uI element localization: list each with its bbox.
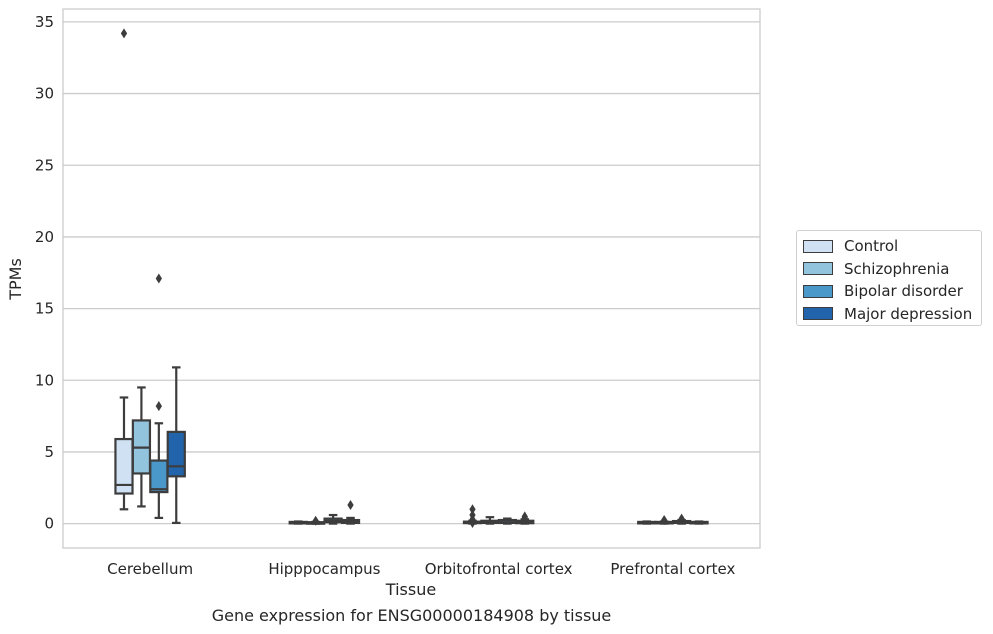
- legend-swatch-control: [803, 239, 833, 253]
- legend-swatch-major-depression: [803, 307, 833, 321]
- outlier-point: [521, 512, 528, 523]
- x-axis-label: Tissue: [385, 580, 436, 599]
- box-control-prefrontal-cortex: [637, 520, 657, 525]
- legend-swatch-schizophrenia: [803, 262, 833, 276]
- y-tick-labels: 0 5 10 15 20 25 30 35: [35, 13, 54, 533]
- box-schizophrenia-cerebellum: [131, 386, 152, 508]
- x-tick-label: Prefrontal cortex: [610, 560, 735, 578]
- outlier-point: [155, 273, 162, 284]
- x-tick-labels: Cerebellum Hipppocampus Orbitofrontal cort…: [107, 560, 735, 578]
- box-major-depression-orbitofrontal-cortex: [515, 511, 535, 525]
- outlier-point: [678, 513, 685, 524]
- box-bipolar-disorder-cerebellum: [149, 273, 169, 519]
- outlier-point: [469, 504, 476, 515]
- box-schizophrenia-orbitofrontal-cortex: [480, 516, 500, 525]
- box-schizophrenia-prefrontal-cortex: [654, 515, 674, 526]
- box-bipolar-disorder-orbitofrontal-cortex: [497, 517, 517, 525]
- legend-label-major-depression: Major depression: [844, 304, 973, 323]
- legend-item-bipolar-disorder: Bipolar disorder: [803, 280, 981, 303]
- y-tick-label: 0: [44, 515, 54, 533]
- legend-label-schizophrenia: Schizophrenia: [844, 259, 950, 278]
- legend-label-bipolar-disorder: Bipolar disorder: [844, 282, 963, 301]
- y-tick-label: 5: [44, 443, 54, 461]
- legend-item-schizophrenia: Schizophrenia: [803, 258, 981, 281]
- y-tick-label: 10: [35, 371, 54, 389]
- legend-label-control: Control: [844, 237, 899, 256]
- plot-area-frame: [62, 8, 761, 549]
- box-control-hipppocampus: [288, 520, 308, 525]
- box-major-depression-cerebellum: [166, 366, 186, 525]
- legend-swatch-bipolar-disorder: [803, 284, 833, 298]
- legend-item-major-depression: Major depression: [803, 303, 981, 326]
- box-control-orbitofrontal-cortex: [462, 504, 483, 528]
- outlier-point: [120, 28, 128, 39]
- outlier-point: [347, 499, 354, 511]
- box-control-cerebellum: [114, 28, 134, 511]
- box-major-depression-hipppocampus: [340, 499, 361, 525]
- outlier-point: [469, 517, 476, 528]
- x-tick-label: Cerebellum: [107, 560, 193, 578]
- legend-item-control: Control: [803, 235, 981, 258]
- box-bipolar-disorder-prefrontal-cortex: [671, 513, 692, 525]
- y-tick-label: 30: [35, 85, 54, 103]
- outlier-point: [155, 401, 162, 412]
- x-tick-label: Orbitofrontal cortex: [425, 560, 573, 578]
- y-tick-label: 25: [35, 156, 54, 174]
- box-plot-marks: [114, 28, 709, 528]
- y-tick-label: 35: [35, 13, 54, 31]
- legend: Control Schizophrenia Bipolar disorder M…: [796, 230, 982, 326]
- outlier-point: [312, 515, 319, 526]
- iqr-box: [166, 430, 186, 478]
- y-tick-label: 20: [35, 228, 54, 246]
- y-tick-label: 15: [35, 300, 54, 318]
- box-bipolar-disorder-hipppocampus: [323, 513, 343, 525]
- x-tick-label: Hipppocampus: [268, 560, 380, 578]
- outlier-point: [661, 515, 668, 526]
- box-schizophrenia-hipppocampus: [306, 515, 326, 526]
- chart-caption: Gene expression for ENSG00000184908 by t…: [211, 606, 612, 625]
- box-major-depression-prefrontal-cortex: [689, 520, 709, 525]
- iqr-box: [149, 459, 169, 494]
- y-axis-label: TPMs: [6, 258, 25, 301]
